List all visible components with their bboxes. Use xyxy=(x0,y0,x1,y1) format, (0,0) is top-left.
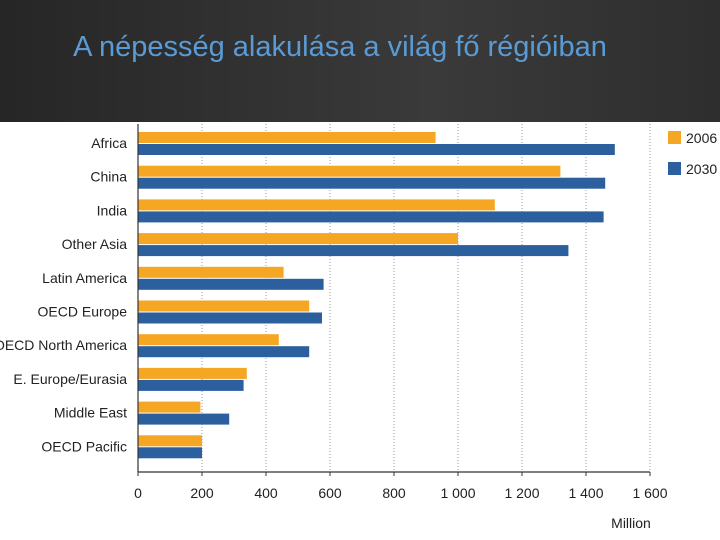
bar-2030 xyxy=(138,379,244,391)
legend-swatch-2006 xyxy=(668,131,681,144)
bar-2030 xyxy=(138,177,606,189)
legend: 2006 2030 xyxy=(668,130,717,177)
legend-swatch-2030 xyxy=(668,162,681,175)
bar-2030 xyxy=(138,144,615,155)
bar-chart: Africa China India Other Asia Latin America O… xyxy=(0,124,717,531)
title-bar: A népesség alakulása a világ fő régióiba… xyxy=(0,0,720,122)
x-tick-label: 1 600 xyxy=(632,485,667,501)
legend-label: 2006 xyxy=(686,130,717,146)
bar-2006 xyxy=(138,132,436,143)
bar-2006 xyxy=(138,266,284,278)
x-tick-label: 0 xyxy=(134,485,142,501)
bar-2006 xyxy=(138,334,279,346)
category-label: Latin America xyxy=(42,270,127,286)
bar-2006 xyxy=(138,300,310,312)
x-tick-label: 200 xyxy=(190,485,214,501)
bar-2006 xyxy=(138,165,561,177)
category-label: Africa xyxy=(91,135,127,151)
x-tick-label: 400 xyxy=(254,485,278,501)
category-label: OECD North America xyxy=(0,337,127,353)
bars xyxy=(138,132,615,459)
category-label: China xyxy=(90,169,127,185)
bar-2030 xyxy=(138,245,569,257)
x-tick-label: 800 xyxy=(382,485,406,501)
x-axis-label: Million xyxy=(611,515,651,531)
bar-2006 xyxy=(138,435,202,447)
axes xyxy=(137,124,650,473)
category-label: Other Asia xyxy=(62,236,128,252)
x-tick-labels: 0 200 400 600 800 1 000 1 200 1 400 1 600 xyxy=(134,472,668,501)
category-label: OECD Europe xyxy=(38,304,128,320)
x-tick-label: 1 400 xyxy=(568,485,603,501)
slide-title: A népesség alakulása a világ fő régióiba… xyxy=(73,31,607,63)
category-label: India xyxy=(97,202,128,218)
bar-2030 xyxy=(138,413,230,425)
x-tick-label: 1 200 xyxy=(504,485,539,501)
legend-label: 2030 xyxy=(686,161,717,177)
bar-2030 xyxy=(138,447,202,459)
bar-2030 xyxy=(138,312,322,324)
bar-2030 xyxy=(138,346,310,358)
bar-2006 xyxy=(138,233,458,245)
category-label: OECD Pacific xyxy=(41,438,127,454)
bar-2030 xyxy=(138,278,324,290)
category-label: Middle East xyxy=(54,405,127,421)
bar-2006 xyxy=(138,367,247,379)
category-labels: Africa China India Other Asia Latin America O… xyxy=(0,135,127,454)
bar-2006 xyxy=(138,401,201,413)
x-tick-label: 1 000 xyxy=(440,485,475,501)
bar-2006 xyxy=(138,199,495,211)
x-tick-label: 600 xyxy=(318,485,342,501)
bar-2030 xyxy=(138,211,604,223)
category-label: E. Europe/Eurasia xyxy=(13,371,127,387)
